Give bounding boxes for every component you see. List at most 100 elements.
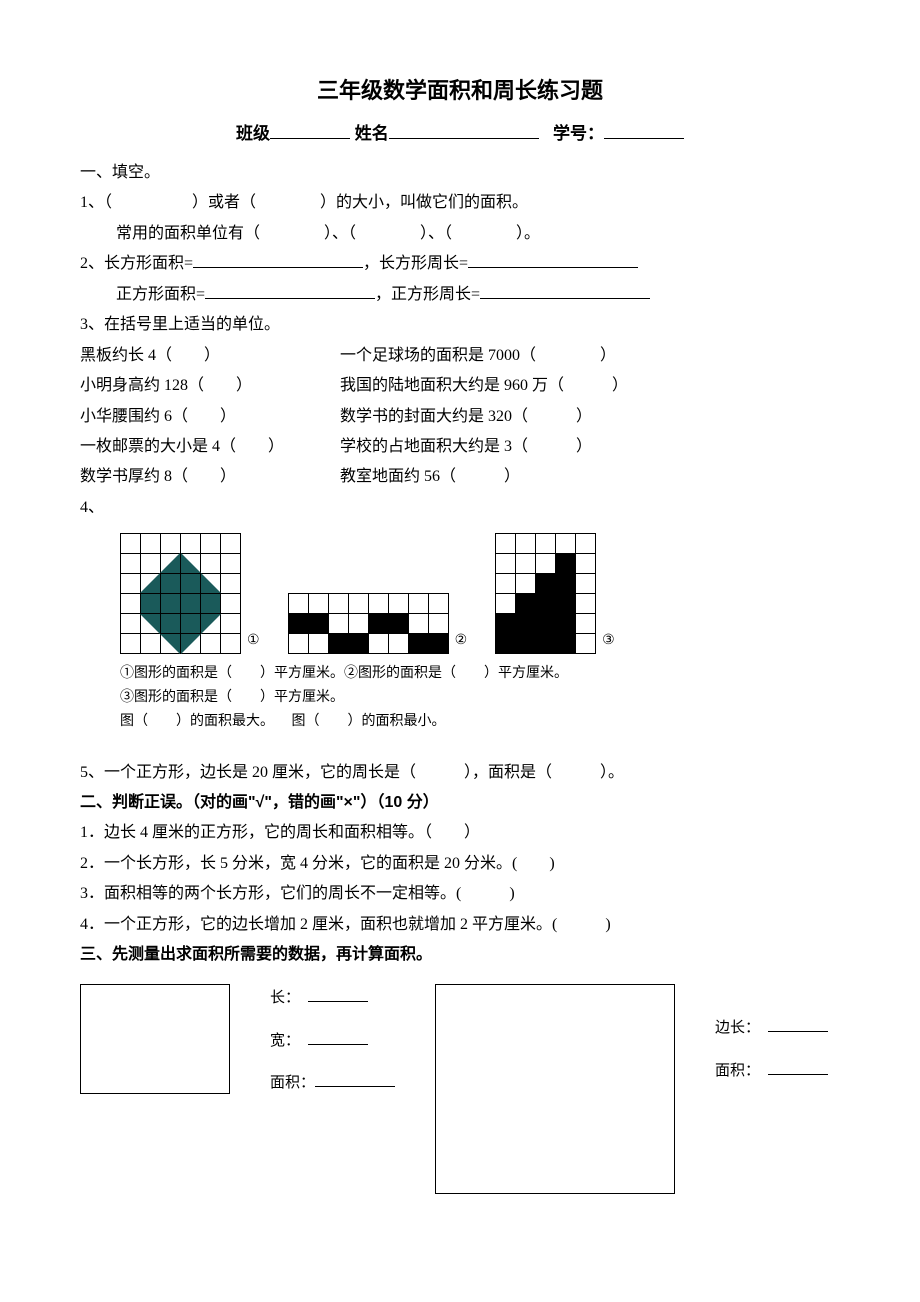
- grid-cell: [516, 614, 536, 634]
- blank[interactable]: [205, 280, 375, 299]
- judge-item: 4．一个正方形，它的边长增加 2 厘米，面积也就增加 2 平方厘米。( ): [80, 910, 840, 940]
- s1-q5: 5、一个正方形，边长是 20 厘米，它的周长是（ ），面积是（ ）。: [80, 758, 840, 788]
- grid-cell: [309, 614, 329, 634]
- grid-cell: [576, 614, 596, 634]
- grid-cell: [181, 534, 201, 554]
- unit-left: 小明身高约 128（ ）: [80, 371, 340, 401]
- grid-cell: [369, 594, 389, 614]
- measure-labels-2: 边长： 面积：: [715, 984, 828, 1085]
- grid-cell: [429, 614, 449, 634]
- grid-cell: [516, 574, 536, 594]
- grid-cell: [121, 534, 141, 554]
- grid-cell: [496, 614, 516, 634]
- grid-cell: [121, 634, 141, 654]
- grid-cell: [121, 554, 141, 574]
- grid-cell: [221, 534, 241, 554]
- unit-left: 小华腰围约 6（ ）: [80, 402, 340, 432]
- grid-cell: [221, 574, 241, 594]
- unit-left: 黑板约长 4（ ）: [80, 341, 340, 371]
- blank[interactable]: [768, 1014, 828, 1032]
- grid-cell: [161, 634, 181, 654]
- grid-cell: [576, 554, 596, 574]
- grid-cell: [161, 554, 181, 574]
- unit-right: 教室地面约 56（ ）: [340, 462, 840, 492]
- unit-row: 小明身高约 128（ ）我国的陆地面积大约是 960 万（ ）: [80, 371, 840, 401]
- grid-cell: [309, 594, 329, 614]
- id-blank[interactable]: [604, 118, 684, 138]
- blank[interactable]: [193, 249, 363, 268]
- class-blank[interactable]: [270, 118, 350, 138]
- length-label: 长：: [270, 990, 300, 1006]
- blank[interactable]: [315, 1069, 395, 1087]
- unit-row: 数学书厚约 8（ ）教室地面约 56（ ）: [80, 462, 840, 492]
- grid-cell: [329, 614, 349, 634]
- s1-q2b: 正方形面积=，正方形周长=: [80, 280, 840, 311]
- figure-row: ① ② ③: [120, 533, 840, 654]
- grid-cell: [556, 574, 576, 594]
- unit-right: 我国的陆地面积大约是 960 万（ ）: [340, 371, 840, 401]
- section-1: 一、填空。 1、（ ）或者（ ）的大小，叫做它们的面积。 常用的面积单位有（ ）…: [80, 158, 840, 788]
- grid-cell: [141, 574, 161, 594]
- id-label: 学号：: [553, 124, 604, 143]
- measure-rect-1: [80, 984, 230, 1094]
- fig-line3b: 图（ ）的面积最小。: [292, 714, 446, 729]
- area-label-2: 面积：: [715, 1063, 760, 1079]
- grid-cell: [221, 614, 241, 634]
- blank[interactable]: [480, 280, 650, 299]
- grid-cell: [221, 594, 241, 614]
- class-label: 班级: [236, 124, 270, 143]
- grid-cell: [429, 634, 449, 654]
- grid-cell: [369, 634, 389, 654]
- s1-q3: 3、在括号里上适当的单位。: [80, 310, 840, 340]
- s1-q1b: 常用的面积单位有（ ）、（ ）、（ ）。: [80, 219, 840, 249]
- grid-cell: [221, 554, 241, 574]
- judge-item: 2．一个长方形，长 5 分米，宽 4 分米，它的面积是 20 分米。( ): [80, 849, 840, 879]
- unit-row: 一枚邮票的大小是 4（ ）学校的占地面积大约是 3（ ）: [80, 432, 840, 462]
- page-title: 三年级数学面积和周长练习题: [80, 70, 840, 112]
- judge-item: 3．面积相等的两个长方形，它们的周长不一定相等。( ): [80, 879, 840, 909]
- fig1-label: ①: [247, 628, 260, 655]
- s1-q2a: 2、长方形面积= ，长方形周长=: [80, 249, 840, 280]
- grid-cell: [201, 534, 221, 554]
- grid-cell: [576, 534, 596, 554]
- grid-cell: [536, 574, 556, 594]
- grid-cell: [349, 634, 369, 654]
- grid-cell: [496, 574, 516, 594]
- s2-items: 1．边长 4 厘米的正方形，它的周长和面积相等。（ ）2．一个长方形，长 5 分…: [80, 818, 840, 940]
- name-blank[interactable]: [389, 118, 539, 138]
- fig-line1: ①图形的面积是（ ）平方厘米。②图形的面积是（ ）平方厘米。: [120, 662, 840, 686]
- measure-row: 长： 宽： 面积： 边长： 面积：: [80, 984, 840, 1194]
- grid-cell: [181, 614, 201, 634]
- blank[interactable]: [308, 984, 368, 1002]
- unit-left: 一枚邮票的大小是 4（ ）: [80, 432, 340, 462]
- grid-figure-1: [120, 533, 241, 654]
- grid-cell: [516, 634, 536, 654]
- grid-cell: [201, 614, 221, 634]
- fig1-block: ①: [120, 533, 260, 654]
- grid-cell: [409, 614, 429, 634]
- s1-heading: 一、填空。: [80, 158, 840, 188]
- grid-cell: [429, 594, 449, 614]
- grid-cell: [329, 594, 349, 614]
- unit-row: 小华腰围约 6（ ）数学书的封面大约是 320（ ）: [80, 402, 840, 432]
- grid-cell: [289, 614, 309, 634]
- blank[interactable]: [768, 1057, 828, 1075]
- grid-cell: [141, 534, 161, 554]
- grid-cell: [121, 614, 141, 634]
- grid-cell: [221, 634, 241, 654]
- s1-q1a: 1、（ ）或者（ ）的大小，叫做它们的面积。: [80, 188, 840, 218]
- grid-cell: [556, 534, 576, 554]
- grid-cell: [201, 574, 221, 594]
- blank[interactable]: [468, 249, 638, 268]
- fig2-label: ②: [455, 628, 468, 655]
- blank[interactable]: [308, 1027, 368, 1045]
- grid-cell: [389, 594, 409, 614]
- grid-cell: [121, 574, 141, 594]
- grid-cell: [161, 614, 181, 634]
- grid-cell: [141, 594, 161, 614]
- unit-row: 黑板约长 4（ ）一个足球场的面积是 7000（ ）: [80, 341, 840, 371]
- grid-cell: [141, 634, 161, 654]
- q2a-pre: 2、长方形面积=: [80, 255, 193, 272]
- q2a-mid: ，长方形周长=: [363, 255, 468, 272]
- measure-labels-1: 长： 宽： 面积：: [270, 984, 395, 1098]
